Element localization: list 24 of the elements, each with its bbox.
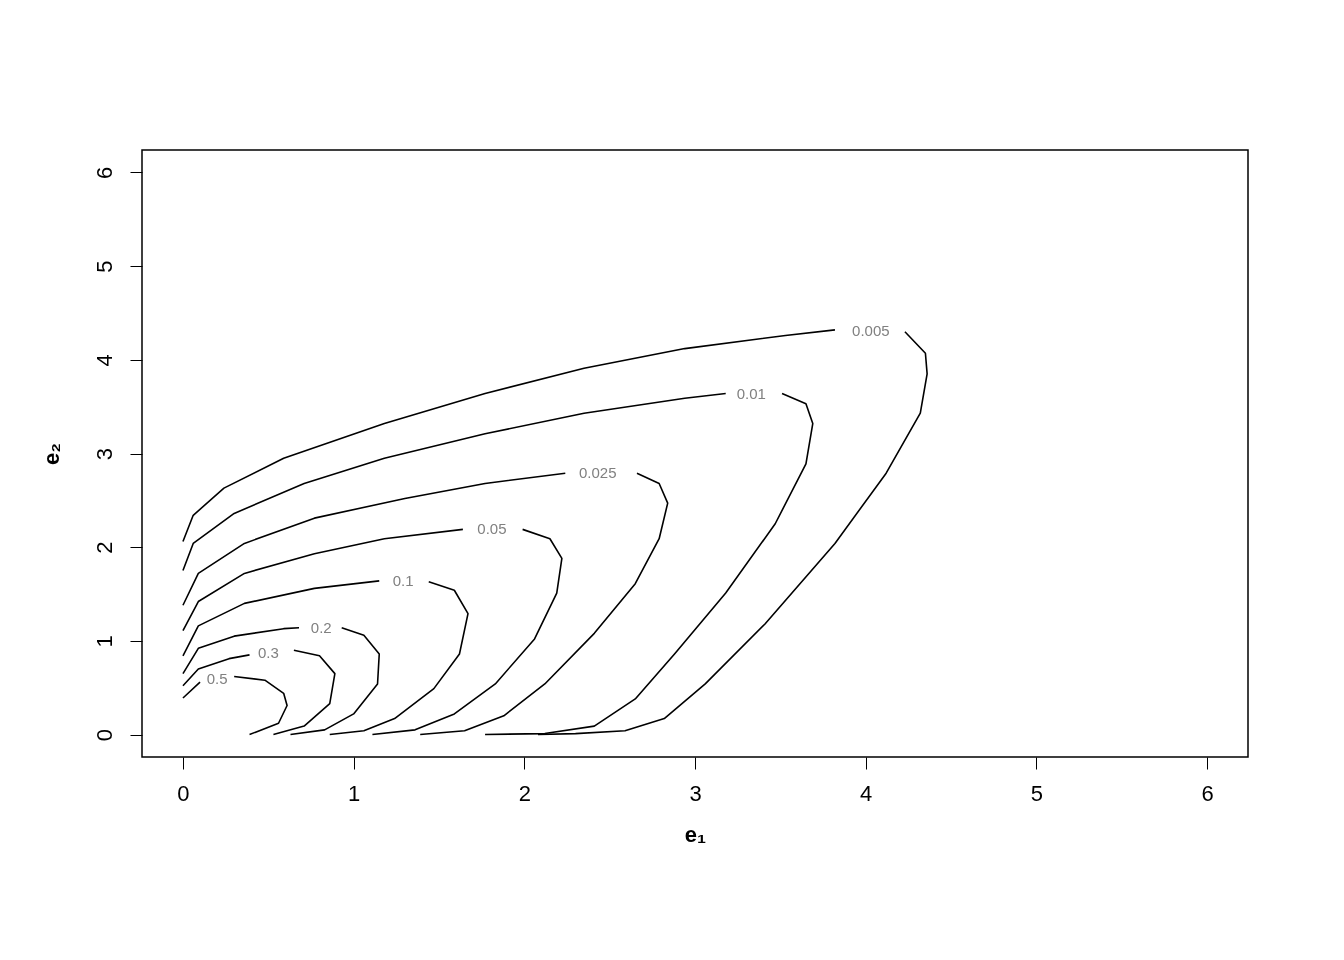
series-label: 0.005 [852,321,890,339]
y-tick-label: 3 [91,447,117,461]
y-tick-label: 6 [91,166,117,180]
x-tick-label: 2 [518,780,531,806]
x-tick-label: 4 [860,780,873,806]
x-tick-label: 6 [1201,780,1214,806]
y-tick-label: 0 [91,728,117,742]
series-label: 0.2 [310,618,332,636]
series-label: 0.1 [392,572,414,590]
y-tick-label: 5 [91,260,117,273]
x-tick-label: 5 [1030,780,1043,806]
y-axis-title: e₂ [38,442,64,466]
y-tick-label: 2 [91,541,117,554]
x-axis-title: e₁ [684,821,707,847]
series-label: 0.05 [477,520,507,538]
x-tick-label: 1 [348,780,361,806]
series-label: 0.025 [578,464,617,482]
series-label: 0.5 [206,670,228,688]
series-label: 0.01 [736,384,766,402]
x-tick-label: 3 [689,780,702,806]
y-tick-label: 1 [91,635,117,648]
series-label: 0.3 [257,643,279,661]
y-tick-label: 4 [91,354,117,367]
x-tick-label: 0 [177,780,190,806]
